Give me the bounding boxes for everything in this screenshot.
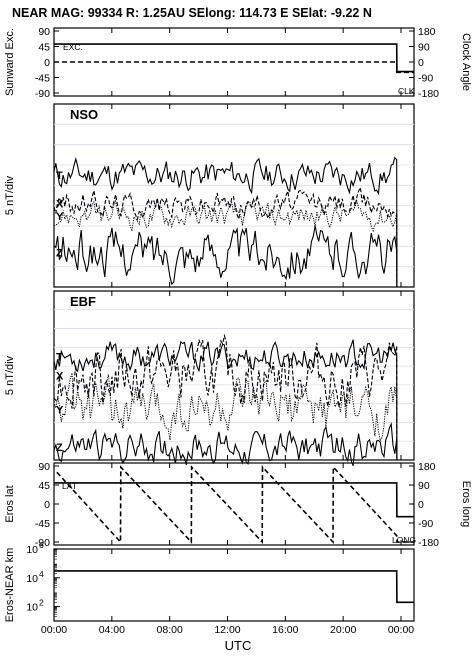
component-label-x: X xyxy=(56,371,64,383)
component-label-z: Z xyxy=(56,247,63,259)
y-tick-label: -45 xyxy=(35,73,50,85)
series-t-line xyxy=(53,156,398,288)
series-x-line xyxy=(53,185,398,288)
nso-ticks xyxy=(53,104,402,287)
y-tick-label: -90 xyxy=(35,537,50,549)
ebf-ticks xyxy=(53,291,402,460)
y-tick-label: -45 xyxy=(35,518,50,530)
lat-series-line xyxy=(54,482,414,518)
distance-series-line xyxy=(54,570,414,604)
eros-near-series xyxy=(54,570,414,604)
lat-annotation: LAT xyxy=(62,481,77,491)
nso-panel-label: NSO xyxy=(70,107,98,122)
eros-lat-frame xyxy=(53,462,415,546)
x-tick-labels: 00:00 04:00 08:00 12:00 16:00 20:00 00:00 xyxy=(41,624,414,636)
y-tick-label: 45 xyxy=(38,480,50,492)
y-right-tick-label: 180 xyxy=(418,461,436,473)
x-tick-label: 16:00 xyxy=(272,624,298,636)
sunward-exc-ylabel: Sunward Exc. xyxy=(4,28,16,96)
y-tick-label: 90 xyxy=(38,26,50,38)
y-tick-label: 10 xyxy=(26,544,38,556)
series-z-line xyxy=(53,422,398,466)
y-tick-label: 90 xyxy=(38,461,50,473)
nso-component-labels: T XY Z xyxy=(56,170,64,259)
clk-series-line xyxy=(54,61,414,74)
clock-angle-ylabel: Clock Angle xyxy=(460,33,472,91)
eros-near-ylabel: Eros-NEAR km xyxy=(4,548,16,623)
y-tick-label: 10 xyxy=(26,602,38,614)
component-label-x: X xyxy=(56,199,64,211)
y-right-tick-label: 90 xyxy=(418,42,430,54)
ebf-panel: 5 nT/div EBF TX Y Z xyxy=(4,290,415,466)
long-annotation: LONG xyxy=(392,535,416,545)
y-tick-label: 45 xyxy=(38,42,50,54)
component-label-y: Y xyxy=(56,404,64,416)
component-label-y: Y xyxy=(56,211,64,223)
ebf-ylabel: 5 nT/div xyxy=(4,355,16,395)
y-right-tick-label: 0 xyxy=(418,57,424,69)
nso-panel: 5 nT/div NSO T XY Z xyxy=(4,103,415,288)
x-tick-label: 00:00 xyxy=(388,624,414,636)
y-tick-label: 0 xyxy=(44,499,50,511)
y-right-tick-label: -180 xyxy=(418,537,439,549)
x-tick-label: 12:00 xyxy=(214,624,240,636)
nso-ylabel: 5 nT/div xyxy=(4,175,16,215)
x-tick-label: 04:00 xyxy=(99,624,125,636)
exc-series-line xyxy=(54,43,414,73)
series-z-line xyxy=(53,225,398,288)
eros-lat-ylabel: Eros lat xyxy=(4,485,16,522)
x-tick-label: 20:00 xyxy=(330,624,356,636)
y-tick-label: 0 xyxy=(44,57,50,69)
x-axis-label: UTC xyxy=(225,638,252,653)
eros-lat-panel: 90 45 0 -45 -90 180 90 0 -90 -180 Eros lat Eros l… xyxy=(4,461,472,549)
nso-series xyxy=(53,156,398,288)
x-tick-label: 08:00 xyxy=(157,624,183,636)
series-y-line xyxy=(53,198,398,288)
sunward-exc-series xyxy=(54,43,414,74)
y-right-tick-label: 90 xyxy=(418,480,430,492)
clk-annotation: CLK xyxy=(398,86,415,96)
x-tick-label: 00:00 xyxy=(41,624,67,636)
y-tick-exponent: 6 xyxy=(39,540,44,550)
component-label-t: T xyxy=(56,170,63,182)
eros-lat-ticks: 90 45 0 -45 -90 180 90 0 -90 -180 xyxy=(35,461,439,549)
ebf-component-labels: TX Y Z xyxy=(56,352,64,454)
y-right-tick-label: 180 xyxy=(418,26,436,38)
eros-lat-series xyxy=(54,465,414,545)
sunward-exc-ticks: 90 45 0 -45 -90 180 90 0 -90 -180 xyxy=(35,26,439,100)
exc-annotation: EXC. xyxy=(63,42,83,52)
eros-long-ylabel: Eros long xyxy=(460,481,472,527)
y-right-tick-label: 0 xyxy=(418,499,424,511)
y-tick-exponent: 4 xyxy=(39,569,44,579)
component-label-z: Z xyxy=(56,442,63,454)
nso-frame xyxy=(53,103,415,288)
y-tick-label: -90 xyxy=(35,88,50,100)
series-x-line xyxy=(53,333,398,461)
ebf-frame xyxy=(53,290,415,461)
y-tick-label: 10 xyxy=(26,573,38,585)
y-tick-exponent: 2 xyxy=(39,598,44,608)
series-t-line xyxy=(53,339,398,461)
figure-title: NEAR MAG: 99334 R: 1.25AU SElong: 114.73… xyxy=(12,6,372,20)
eros-near-frame xyxy=(53,548,415,622)
ebf-series xyxy=(53,333,398,466)
component-label-t: T xyxy=(56,352,63,364)
y-right-tick-label: -180 xyxy=(418,88,439,100)
series-y-line xyxy=(53,372,398,461)
long-series-line xyxy=(56,465,414,545)
sunward-exc-panel: 90 45 0 -45 -90 180 90 0 -90 -180 Sunward Exc. Cl… xyxy=(4,26,472,100)
ebf-panel-label: EBF xyxy=(70,294,96,309)
y-right-tick-label: -90 xyxy=(418,73,433,85)
y-right-tick-label: -90 xyxy=(418,518,433,530)
